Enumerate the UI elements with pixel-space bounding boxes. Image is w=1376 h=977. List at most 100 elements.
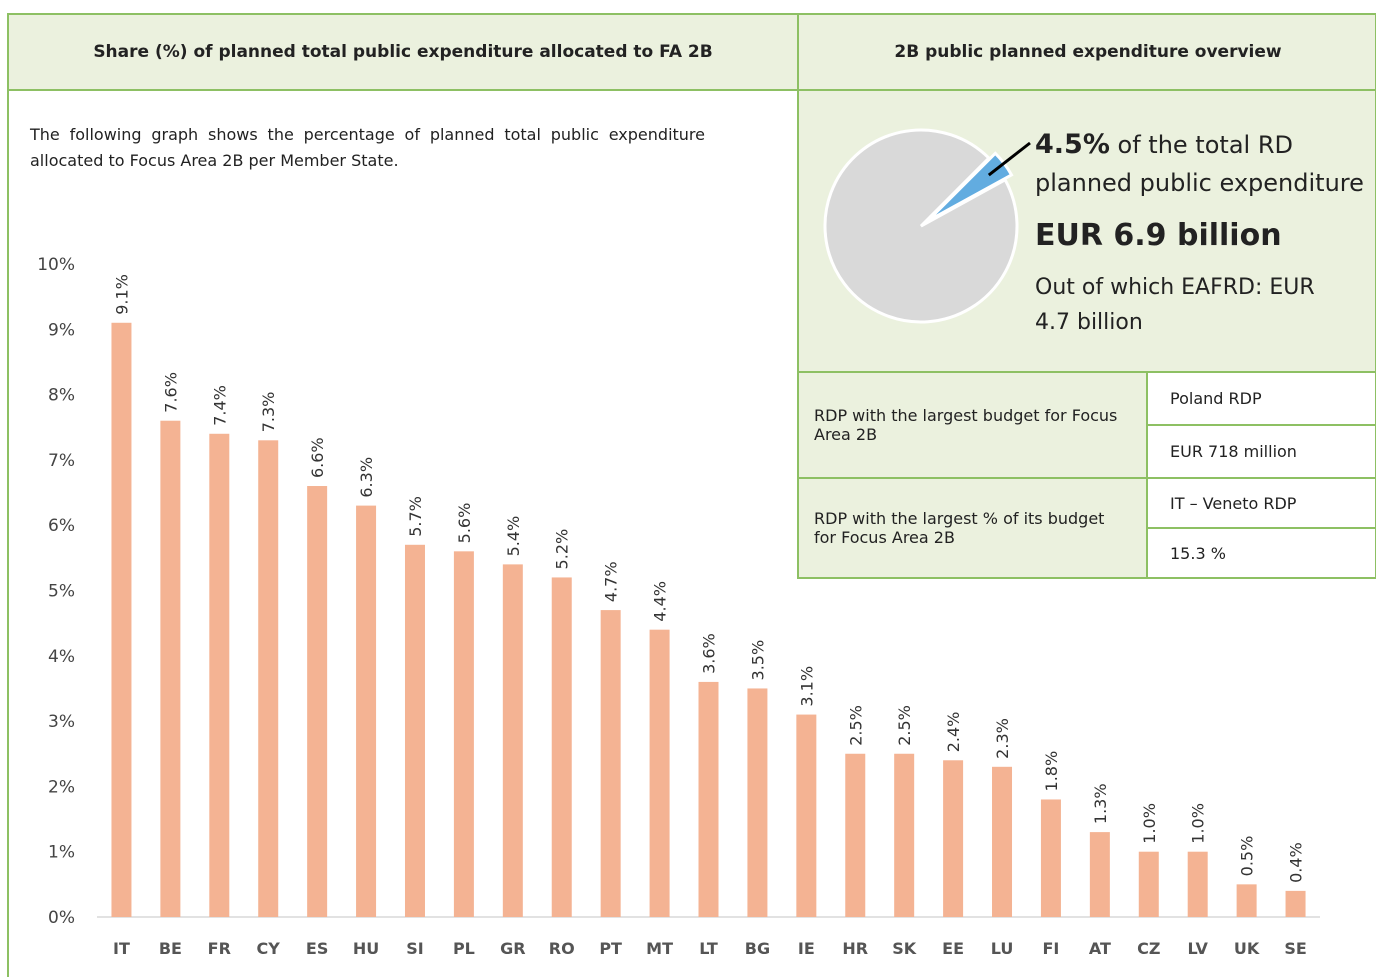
left-title: Share (%) of planned total public expend… xyxy=(93,42,713,62)
x-tick-label: IT xyxy=(113,939,130,958)
bar xyxy=(356,505,377,917)
data-label: 0.4% xyxy=(1287,842,1306,883)
x-tick-label: UK xyxy=(1234,939,1260,958)
data-label: 5.6% xyxy=(455,503,474,544)
x-tick-label: MT xyxy=(646,939,673,958)
data-label: 4.7% xyxy=(602,561,621,602)
bar xyxy=(307,486,328,917)
x-tick-label: PL xyxy=(453,939,475,958)
table-cell: 15.3 % xyxy=(1170,543,1226,563)
bar xyxy=(209,433,230,917)
data-label: 4.4% xyxy=(651,581,670,622)
x-tick-label: SK xyxy=(892,939,917,958)
share-value: 4.5% xyxy=(1035,129,1110,160)
bar xyxy=(845,753,866,917)
data-label: 1.3% xyxy=(1091,783,1110,824)
bar xyxy=(1089,832,1110,917)
header-band xyxy=(7,13,1376,91)
x-tick-label: BG xyxy=(745,939,770,958)
bar xyxy=(1040,799,1061,917)
bar xyxy=(747,688,768,917)
x-tick-label: CZ xyxy=(1137,939,1160,958)
data-label: 5.2% xyxy=(553,529,572,570)
bar xyxy=(453,551,474,917)
bar xyxy=(649,629,670,917)
data-label: 3.6% xyxy=(700,633,719,674)
data-label: 7.3% xyxy=(259,392,278,433)
x-tick-label: HU xyxy=(353,939,379,958)
x-tick-label: RO xyxy=(549,939,575,958)
bar xyxy=(1236,884,1257,917)
data-label: 3.5% xyxy=(748,640,767,681)
x-tick-label: ES xyxy=(306,939,328,958)
bar xyxy=(943,760,964,917)
data-label: 2.5% xyxy=(846,705,865,746)
leader-line xyxy=(987,141,1031,177)
y-tick-label: 7% xyxy=(48,451,75,471)
x-tick-label: BE xyxy=(159,939,182,958)
bar xyxy=(160,420,181,917)
bar xyxy=(1285,890,1306,917)
bar xyxy=(992,766,1013,917)
table-values xyxy=(1146,371,1376,579)
x-tick-label: IE xyxy=(798,939,815,958)
x-tick-label: PT xyxy=(599,939,622,958)
data-label: 1.8% xyxy=(1042,751,1061,792)
x-tick-label: FR xyxy=(208,939,231,958)
data-label: 6.3% xyxy=(357,457,376,498)
data-label: 2.3% xyxy=(993,718,1012,759)
y-tick-label: 1% xyxy=(48,843,75,863)
x-tick-label: LT xyxy=(699,939,718,958)
y-tick-label: 10% xyxy=(37,255,75,275)
x-tick-label: SI xyxy=(406,939,423,958)
data-label: 7.6% xyxy=(161,372,180,413)
data-label: 1.0% xyxy=(1140,803,1159,844)
y-tick-label: 2% xyxy=(48,777,75,797)
y-tick-label: 5% xyxy=(48,582,75,602)
bar xyxy=(551,577,572,917)
bar xyxy=(600,610,621,917)
pie-slice xyxy=(823,128,1019,324)
bar xyxy=(258,440,279,917)
right-title: 2B public planned expenditure overview xyxy=(894,42,1282,62)
x-tick-label: CY xyxy=(257,939,281,958)
y-tick-label: 6% xyxy=(48,516,75,536)
table-cell: EUR 718 million xyxy=(1170,442,1297,461)
x-tick-label: EE xyxy=(942,939,964,958)
x-tick-label: GR xyxy=(500,939,525,958)
data-label: 9.1% xyxy=(112,274,131,315)
bar xyxy=(404,544,425,917)
bar xyxy=(796,714,817,917)
data-label: 2.4% xyxy=(944,712,963,753)
data-label: 6.6% xyxy=(308,437,327,478)
y-tick-label: 0% xyxy=(48,908,75,928)
data-label: 5.7% xyxy=(406,496,425,537)
table-cell: IT – Veneto RDP xyxy=(1170,493,1297,513)
data-label: 7.4% xyxy=(210,385,229,426)
data-label: 1.0% xyxy=(1189,803,1208,844)
y-tick-label: 9% xyxy=(48,320,75,340)
data-label: 5.4% xyxy=(504,516,523,557)
bar xyxy=(698,681,719,917)
y-tick-label: 4% xyxy=(48,647,75,667)
bar xyxy=(1138,851,1159,917)
data-label: 3.1% xyxy=(797,666,816,707)
x-tick-label: SE xyxy=(1284,939,1306,958)
x-tick-label: LV xyxy=(1188,939,1209,958)
table-cell: RDP with the largest budget for Focus Ar… xyxy=(814,406,1118,444)
bar xyxy=(894,753,915,917)
table-cell: RDP with the largest % of its budget for… xyxy=(814,509,1105,547)
bar xyxy=(111,322,132,917)
total: EUR 6.9 billion xyxy=(1035,218,1282,253)
x-tick-label: AT xyxy=(1089,939,1111,958)
description: The following graph shows the percentage… xyxy=(30,125,705,170)
x-tick-label: FI xyxy=(1042,939,1059,958)
data-label: 2.5% xyxy=(895,705,914,746)
data-label: 0.5% xyxy=(1238,836,1257,877)
x-tick-label: LU xyxy=(991,939,1014,958)
bar xyxy=(1187,851,1208,917)
bar xyxy=(502,564,523,917)
x-tick-label: HR xyxy=(842,939,868,958)
